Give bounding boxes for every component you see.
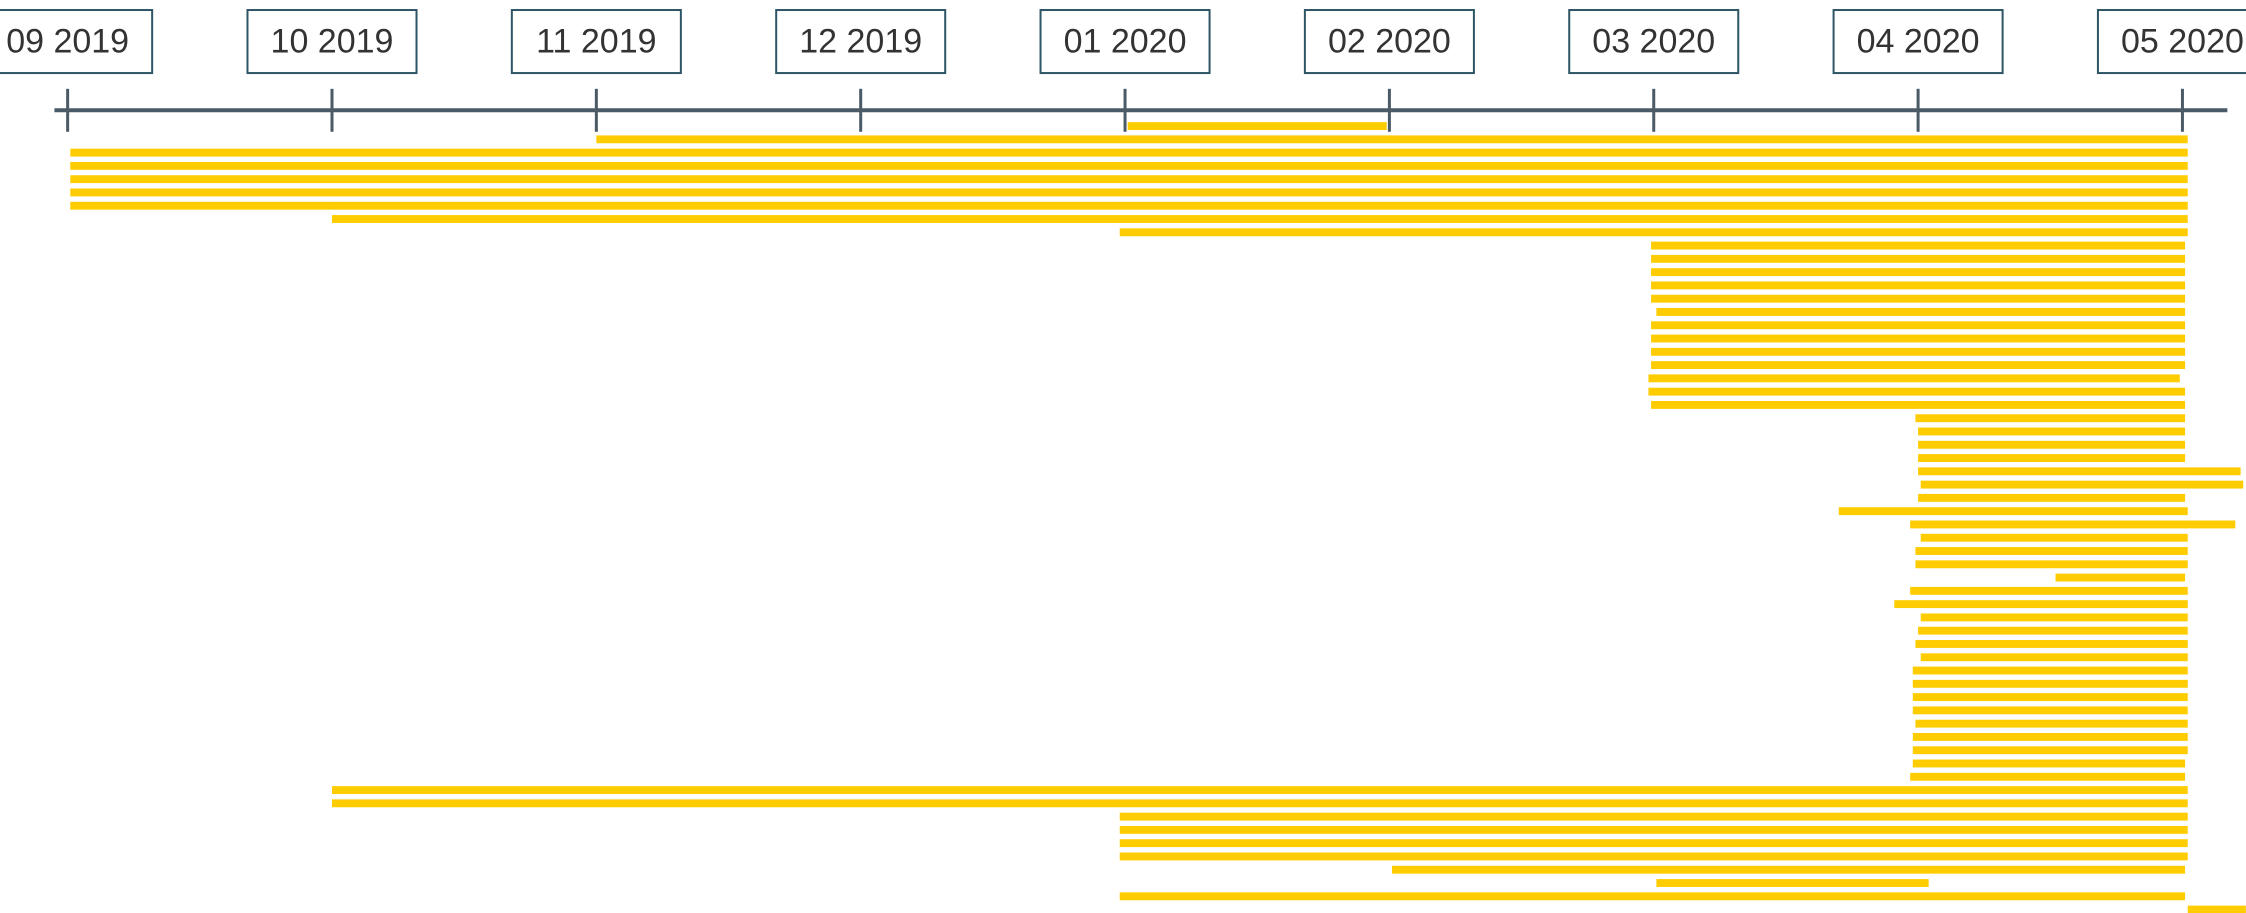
timeline-bar (1651, 334, 2186, 343)
timeline-bar (1119, 852, 2188, 861)
timeline-bar (1912, 706, 2188, 715)
timeline-bar (1910, 586, 2188, 595)
timeline-bar (1119, 812, 2188, 821)
timeline-bar (1915, 640, 2188, 648)
timeline-bar (1912, 759, 2186, 768)
timeline-bar (1918, 467, 2241, 476)
timeline-bar (1918, 454, 2186, 462)
tick-label-box (0, 9, 154, 75)
timeline-bar (1912, 679, 2188, 688)
timeline-bar (1915, 547, 2188, 555)
timeline-bar (1912, 666, 2188, 675)
timeline-bar (1918, 626, 2188, 635)
timeline-bar (331, 799, 2188, 808)
timeline-bar (1915, 719, 2188, 728)
tick-label-box (510, 9, 682, 75)
timeline-bar (1119, 825, 2188, 834)
timeline-bar (1918, 440, 2186, 449)
x-tick-label: 10 2019 (271, 23, 394, 61)
timeline-bar (1119, 892, 2186, 901)
timeline-bar (1651, 361, 2186, 370)
tick-label-box (1568, 9, 1740, 75)
x-tick-label: 05 2020 (2121, 23, 2244, 61)
timeline-bar (1119, 839, 2188, 848)
timeline-bar (1656, 308, 2186, 316)
timeline-bar (1648, 387, 2186, 396)
x-tick-label: 02 2020 (1328, 23, 1451, 61)
tick-label-box (2096, 9, 2246, 75)
timeline-bar (2187, 905, 2246, 913)
timeline-bar (1915, 414, 2186, 423)
timeline-bar (1910, 772, 2186, 781)
timeline-bar (1912, 746, 2188, 755)
timeline-bar (331, 215, 2188, 223)
x-tick-label: 04 2020 (1857, 23, 1980, 61)
x-tick-label: 03 2020 (1592, 23, 1715, 61)
timeline-bar (1651, 241, 2186, 250)
timeline-bar (1119, 228, 2188, 237)
timeline-bar (2055, 573, 2186, 582)
x-tick-label: 12 2019 (799, 23, 922, 61)
timeline-bar (1651, 294, 2186, 303)
timeline-bar (70, 175, 2188, 184)
timeline-bar (1920, 653, 2188, 662)
timeline-bar (1656, 879, 1929, 887)
timeline-bar (1894, 600, 2188, 609)
timeline-bar (1915, 560, 2188, 569)
timeline-bar (70, 201, 2188, 210)
timeline-bar (70, 148, 2188, 157)
timeline-bar (1127, 122, 1387, 130)
tick-label-box (1303, 9, 1475, 75)
timeline-bar (1651, 254, 2186, 263)
timeline-bar (1648, 374, 2180, 383)
x-tick-label: 11 2019 (536, 23, 656, 61)
timeline-bar (1918, 493, 2186, 502)
tick-label-box (1039, 9, 1211, 75)
timeline-bar (70, 188, 2188, 197)
tick-label-box (775, 9, 947, 75)
timeline-bar (1651, 347, 2186, 356)
timeline-bar (1651, 400, 2186, 409)
tick-label-box (246, 9, 418, 75)
x-tick-label: 01 2020 (1064, 23, 1187, 61)
timeline-bar (1651, 321, 2186, 330)
tick-label-box (1832, 9, 2004, 75)
timeline-bar (1910, 520, 2236, 529)
timeline-bar (70, 161, 2188, 170)
timeline-bar (1651, 281, 2186, 290)
x-tick-label: 09 2019 (6, 23, 129, 61)
timeline-bar (1651, 268, 2186, 277)
timeline-bar (1912, 732, 2188, 741)
timeline-bar (1920, 533, 2188, 542)
timeline-bar (1920, 613, 2188, 622)
timeline-bar (596, 135, 2188, 144)
timeline-bar (1838, 507, 2188, 516)
timeline-bar (1392, 865, 2186, 874)
timeline-bar (1912, 693, 2188, 702)
timeline-bar (331, 786, 2188, 794)
timeline-bar (1918, 427, 2186, 436)
timeline-bar (1920, 480, 2244, 489)
